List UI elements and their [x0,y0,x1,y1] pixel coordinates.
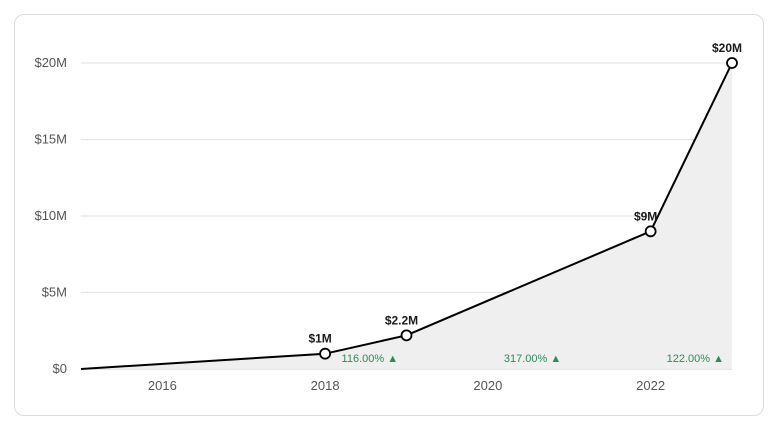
data-point [400,329,413,342]
y-tick-label: $5M [42,285,67,300]
growth-label: 122.00% ▲ [667,353,724,365]
data-point-label: $20M [712,41,742,55]
x-tick-label: 2016 [148,378,177,393]
y-tick-label: $10M [34,208,67,223]
y-tick-label: $15M [34,132,67,147]
growth-label: 116.00% ▲ [342,353,399,365]
growth-label: 317.00% ▲ [504,353,561,365]
data-point [319,347,332,360]
data-point-label: $9M [634,209,657,223]
data-point [644,225,657,238]
data-point [726,57,738,69]
x-tick-label: 2022 [636,378,665,393]
x-tick-label: 2020 [473,378,502,393]
data-point-label: $1M [308,332,331,346]
data-point-label: $2.2M [385,313,418,327]
x-tick-label: 2018 [311,378,340,393]
series-area [81,63,732,369]
y-tick-label: $20M [34,55,67,70]
y-tick-label: $0 [53,361,67,376]
